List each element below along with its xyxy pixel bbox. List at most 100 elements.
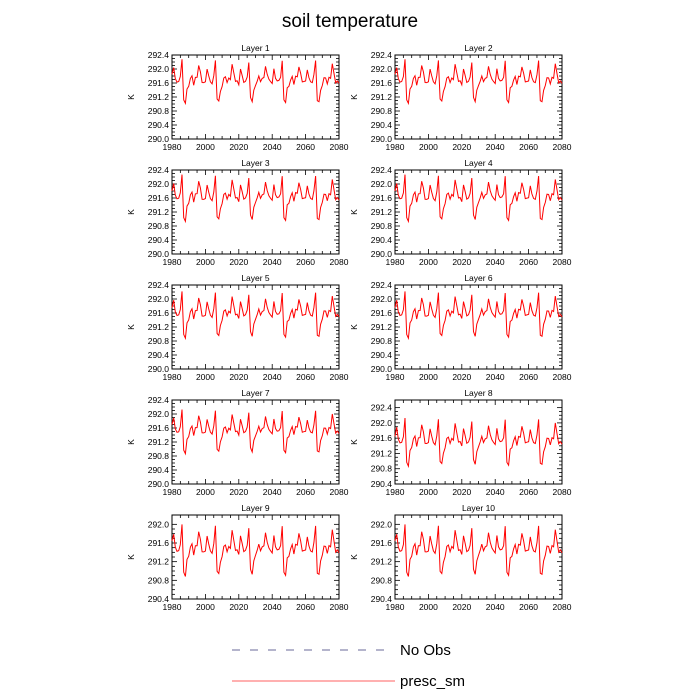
panel-layer-9: Layer 9 1980 2000 2020 2040 2060 2080 290.4 290.… xyxy=(126,503,349,612)
x-tick-label: 2000 xyxy=(196,487,215,497)
plot-frame xyxy=(171,169,340,255)
y-tick-label: 291.2 xyxy=(371,557,393,567)
x-tick-label: 2060 xyxy=(296,372,315,382)
y-tick-label: 292.4 xyxy=(371,165,393,175)
x-tick-label: 2020 xyxy=(229,372,248,382)
x-tick-label: 2060 xyxy=(519,487,538,497)
x-tick-label: 2000 xyxy=(419,142,438,152)
panel-title: Layer 10 xyxy=(462,503,495,513)
y-tick-label: 290.4 xyxy=(148,235,170,245)
y-tick-label: 292.4 xyxy=(371,50,393,60)
panel-title: Layer 3 xyxy=(241,158,270,168)
y-tick-label: 291.6 xyxy=(371,193,393,203)
legend-label-presc-sm: presc_sm xyxy=(400,673,465,690)
x-tick-label: 2000 xyxy=(419,602,438,612)
panel-title: Layer 5 xyxy=(241,273,270,283)
panel-title: Layer 1 xyxy=(241,43,270,53)
x-tick-label: 2080 xyxy=(553,372,572,382)
x-tick-label: 1980 xyxy=(386,142,405,152)
panel-title: Layer 9 xyxy=(241,503,270,513)
plot-frame xyxy=(171,284,340,370)
x-tick-label: 2060 xyxy=(519,602,538,612)
y-tick-label: 292.4 xyxy=(371,403,393,413)
panel-layer-5: Layer 5 1980 2000 2020 2040 2060 2080 290.0 290.… xyxy=(126,273,349,382)
series-line-presc-sm xyxy=(171,524,340,577)
y-tick-label: 290.0 xyxy=(148,249,170,259)
x-tick-label: 2080 xyxy=(553,487,572,497)
plot-frame xyxy=(171,399,340,485)
y-tick-label: 290.0 xyxy=(148,479,170,489)
y-tick-label: 290.8 xyxy=(371,221,393,231)
x-tick-label: 2020 xyxy=(229,602,248,612)
x-tick-label: 1980 xyxy=(386,372,405,382)
y-tick-label: 291.6 xyxy=(148,538,170,548)
x-tick-label: 2080 xyxy=(330,257,349,267)
y-tick-label: 292.0 xyxy=(148,294,170,304)
x-tick-label: 2000 xyxy=(419,372,438,382)
panel-layer-7: Layer 7 1980 2000 2020 2040 2060 2080 290.0 290.… xyxy=(126,388,349,497)
x-tick-label: 2020 xyxy=(452,372,471,382)
legend: No Obs presc_sm xyxy=(232,642,465,690)
panel-layer-10: Layer 10 1980 2000 2020 2040 2060 2080 290.4 290… xyxy=(349,503,572,612)
x-tick-label: 2040 xyxy=(486,372,505,382)
y-tick-label: 291.6 xyxy=(148,78,170,88)
y-tick-label: 292.4 xyxy=(148,395,170,405)
y-axis-label: K xyxy=(126,324,136,330)
x-tick-label: 2020 xyxy=(229,257,248,267)
x-tick-label: 1980 xyxy=(163,487,182,497)
plot-frame xyxy=(394,284,563,370)
x-tick-label: 2040 xyxy=(486,257,505,267)
panel-layer-8: Layer 8 1980 2000 2020 2040 2060 2080 290.4 290.… xyxy=(349,388,572,497)
series-line-presc-sm xyxy=(394,524,563,577)
y-tick-label: 292.0 xyxy=(148,64,170,74)
x-tick-label: 2060 xyxy=(296,602,315,612)
x-tick-label: 1980 xyxy=(386,257,405,267)
x-tick-label: 2020 xyxy=(452,142,471,152)
y-tick-label: 290.8 xyxy=(148,336,170,346)
y-tick-label: 292.4 xyxy=(371,280,393,290)
y-axis-label: K xyxy=(349,324,359,330)
panel-layer-6: Layer 6 1980 2000 2020 2040 2060 2080 290.0 290.… xyxy=(349,273,572,382)
y-tick-label: 291.6 xyxy=(371,308,393,318)
y-axis-label: K xyxy=(349,209,359,215)
x-tick-label: 2060 xyxy=(296,142,315,152)
x-tick-label: 2000 xyxy=(196,142,215,152)
panel-title: Layer 4 xyxy=(464,158,493,168)
y-axis-label: K xyxy=(126,209,136,215)
chart-title: soil temperature xyxy=(282,11,418,32)
plot-frame xyxy=(394,169,563,255)
panel-layer-1: Layer 1 1980 2000 2020 2040 2060 2080 290.0 290.… xyxy=(126,43,349,152)
x-tick-label: 2080 xyxy=(330,487,349,497)
x-tick-label: 2080 xyxy=(330,142,349,152)
x-tick-label: 2060 xyxy=(296,487,315,497)
plot-frame xyxy=(171,54,340,140)
y-tick-label: 290.8 xyxy=(148,106,170,116)
x-tick-label: 2080 xyxy=(330,602,349,612)
x-tick-label: 2000 xyxy=(196,257,215,267)
y-tick-label: 290.4 xyxy=(371,479,393,489)
legend-label-no-obs: No Obs xyxy=(400,642,451,659)
y-tick-label: 290.8 xyxy=(371,464,393,474)
y-axis-label: K xyxy=(126,94,136,100)
y-tick-label: 290.0 xyxy=(371,249,393,259)
series-line-presc-sm xyxy=(394,291,563,341)
x-tick-label: 2020 xyxy=(452,602,471,612)
series-line-presc-sm xyxy=(171,174,340,224)
series-line-presc-sm xyxy=(394,417,563,469)
panel-title: Layer 7 xyxy=(241,388,270,398)
y-tick-label: 290.4 xyxy=(148,350,170,360)
y-tick-label: 290.4 xyxy=(371,120,393,130)
y-tick-label: 292.0 xyxy=(371,418,393,428)
y-tick-label: 291.2 xyxy=(371,92,393,102)
y-tick-label: 292.0 xyxy=(148,519,170,529)
y-axis-label: K xyxy=(126,439,136,445)
x-tick-label: 1980 xyxy=(163,142,182,152)
y-tick-label: 290.4 xyxy=(148,120,170,130)
x-tick-label: 1980 xyxy=(163,602,182,612)
x-tick-label: 1980 xyxy=(386,487,405,497)
series-line-presc-sm xyxy=(171,291,340,341)
series-line-presc-sm xyxy=(394,59,563,106)
y-tick-label: 290.8 xyxy=(148,451,170,461)
y-tick-label: 290.0 xyxy=(371,134,393,144)
